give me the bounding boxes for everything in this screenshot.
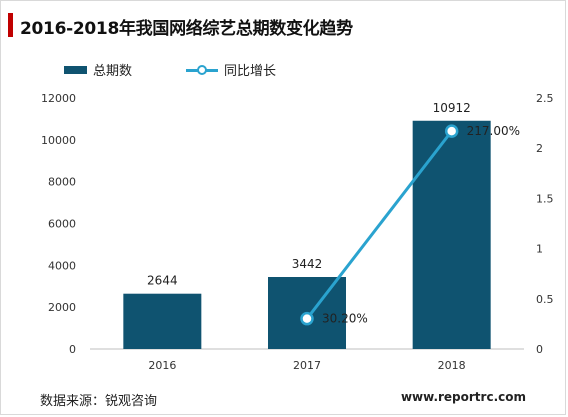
y-left-tick-label: 0 — [69, 343, 76, 356]
growth-point — [300, 311, 314, 326]
growth-data-label: 30.20% — [322, 312, 368, 326]
y-left-tick-label: 10000 — [41, 134, 76, 147]
bar-data-label: 2644 — [147, 274, 178, 288]
data-labels-group: 2644 3442 10912 30.20% 217.00% — [147, 101, 520, 326]
legend-label-bar: 总期数 — [93, 64, 133, 79]
axes-group: 0 2000 4000 6000 8000 10000 12000 0 0.5 1 1.5 2 2.5 2… — [41, 92, 554, 372]
x-tick-label: 2017 — [293, 359, 321, 372]
bar-data-label: 3442 — [292, 257, 323, 271]
y-right-tick-label: 0.5 — [536, 293, 554, 306]
y-right-tick-label: 1 — [536, 243, 543, 256]
y-right-tick-label: 2 — [536, 142, 543, 155]
website-link[interactable]: www.reportrc.com — [400, 390, 526, 404]
y-right-tick-label: 1.5 — [536, 192, 554, 205]
growth-line — [305, 130, 453, 320]
source-note: 数据来源：锐观咨询 — [40, 394, 158, 409]
chart-title: 2016-2018年我国网络综艺总期数变化趋势 — [20, 19, 353, 39]
y-left-tick-label: 12000 — [41, 92, 76, 105]
legend-swatch-bar — [64, 65, 87, 74]
x-tick-label: 2016 — [148, 359, 176, 372]
x-tick-label: 2018 — [438, 359, 466, 372]
legend-label-line: 同比增长 — [224, 64, 277, 79]
title-accent-bar — [8, 13, 13, 37]
legend-item-line: 同比增长 — [186, 60, 276, 79]
bar — [412, 120, 491, 350]
y-left-tick-label: 4000 — [48, 259, 76, 272]
y-left-tick-label: 8000 — [48, 176, 76, 189]
growth-point — [444, 124, 459, 138]
bars-group — [123, 120, 491, 350]
legend-swatch-line — [186, 64, 218, 75]
y-right-tick-label: 2.5 — [536, 92, 554, 105]
bar-data-label: 10912 — [433, 101, 471, 115]
y-left-tick-label: 6000 — [48, 218, 76, 231]
bar — [123, 293, 202, 349]
y-left-tick-label: 2000 — [48, 301, 76, 314]
line-group — [300, 124, 459, 326]
growth-data-label: 217.00% — [467, 124, 520, 138]
legend-item-bar: 总期数 — [64, 60, 132, 79]
y-right-tick-label: 0 — [536, 343, 543, 356]
